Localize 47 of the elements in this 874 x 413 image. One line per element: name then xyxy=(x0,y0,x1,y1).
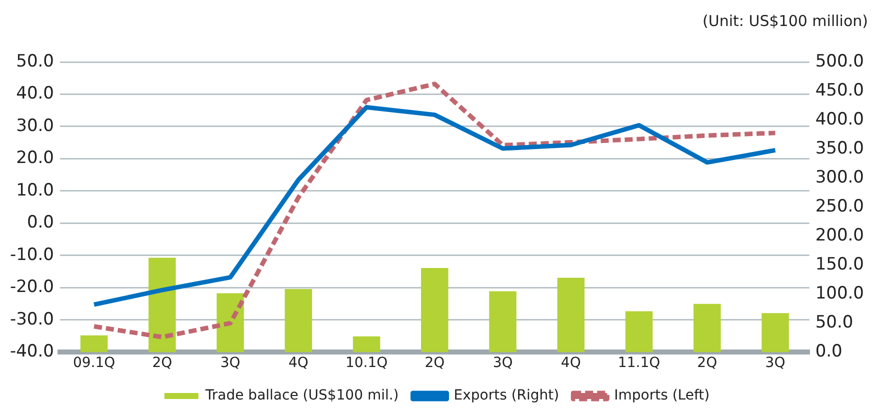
y-tick-label: 40.0 xyxy=(16,84,54,104)
y-tick-label: -30.0 xyxy=(10,309,54,330)
y-tick-label: -40.0 xyxy=(10,342,54,362)
x-tick-label: 2Q xyxy=(424,355,445,372)
y2-tick-label: 50.0 xyxy=(815,312,854,333)
bar xyxy=(489,291,516,352)
y2-tick-label: 200.0 xyxy=(815,226,864,246)
x-tick-label: 11.1Q xyxy=(618,355,660,372)
x-tick-label: 09.1Q xyxy=(72,355,116,372)
y2-tick-label: 300.0 xyxy=(815,168,864,188)
y2-tick-label: 400.0 xyxy=(815,109,864,130)
legend-label: Imports (Left) xyxy=(614,388,710,404)
y2-tick-label: 250.0 xyxy=(815,196,864,217)
y-tick-label: -20.0 xyxy=(10,277,54,298)
x-tick-label: 2Q xyxy=(697,355,718,372)
y2-tick-label: 450.0 xyxy=(815,80,864,100)
bar xyxy=(762,313,789,352)
legend-label: Exports (Right) xyxy=(454,388,560,404)
y-tick-label: 10.0 xyxy=(16,180,54,200)
y-tick-label: -10.0 xyxy=(10,244,54,265)
bar xyxy=(625,311,653,352)
x-tick-label: 4Q xyxy=(560,355,581,372)
x-tick-label: 2Q xyxy=(152,355,172,372)
legend-label: Trade ballace (US$100 mil.) xyxy=(204,388,399,404)
y-tick-label: 50.0 xyxy=(16,51,54,72)
y-tick-label: 0.0 xyxy=(26,212,54,233)
bar xyxy=(80,335,108,352)
y2-tick-label: 350.0 xyxy=(815,138,864,158)
bar xyxy=(216,293,244,352)
y-tick-label: 20.0 xyxy=(16,148,54,168)
x-tick-label: 3Q xyxy=(492,355,513,372)
bar xyxy=(557,278,585,352)
text: (Unit: US$100 million) xyxy=(702,12,868,30)
bar xyxy=(284,289,312,352)
bar xyxy=(352,336,380,352)
y2-tick-label: 150.0 xyxy=(815,254,864,275)
bar xyxy=(694,304,721,352)
bar xyxy=(148,258,176,352)
y2-tick-label: 500.0 xyxy=(815,51,864,72)
y2-tick-label: 0.0 xyxy=(815,342,842,362)
x-tick-label: 3Q xyxy=(765,355,786,372)
y2-tick-label: 100.0 xyxy=(815,284,864,304)
x-tick-label: 10.1Q xyxy=(345,355,388,372)
y-tick-label: 30.0 xyxy=(16,116,54,136)
bar xyxy=(421,268,448,352)
x-tick-label: 4Q xyxy=(288,355,308,372)
x-tick-label: 3Q xyxy=(220,355,240,372)
